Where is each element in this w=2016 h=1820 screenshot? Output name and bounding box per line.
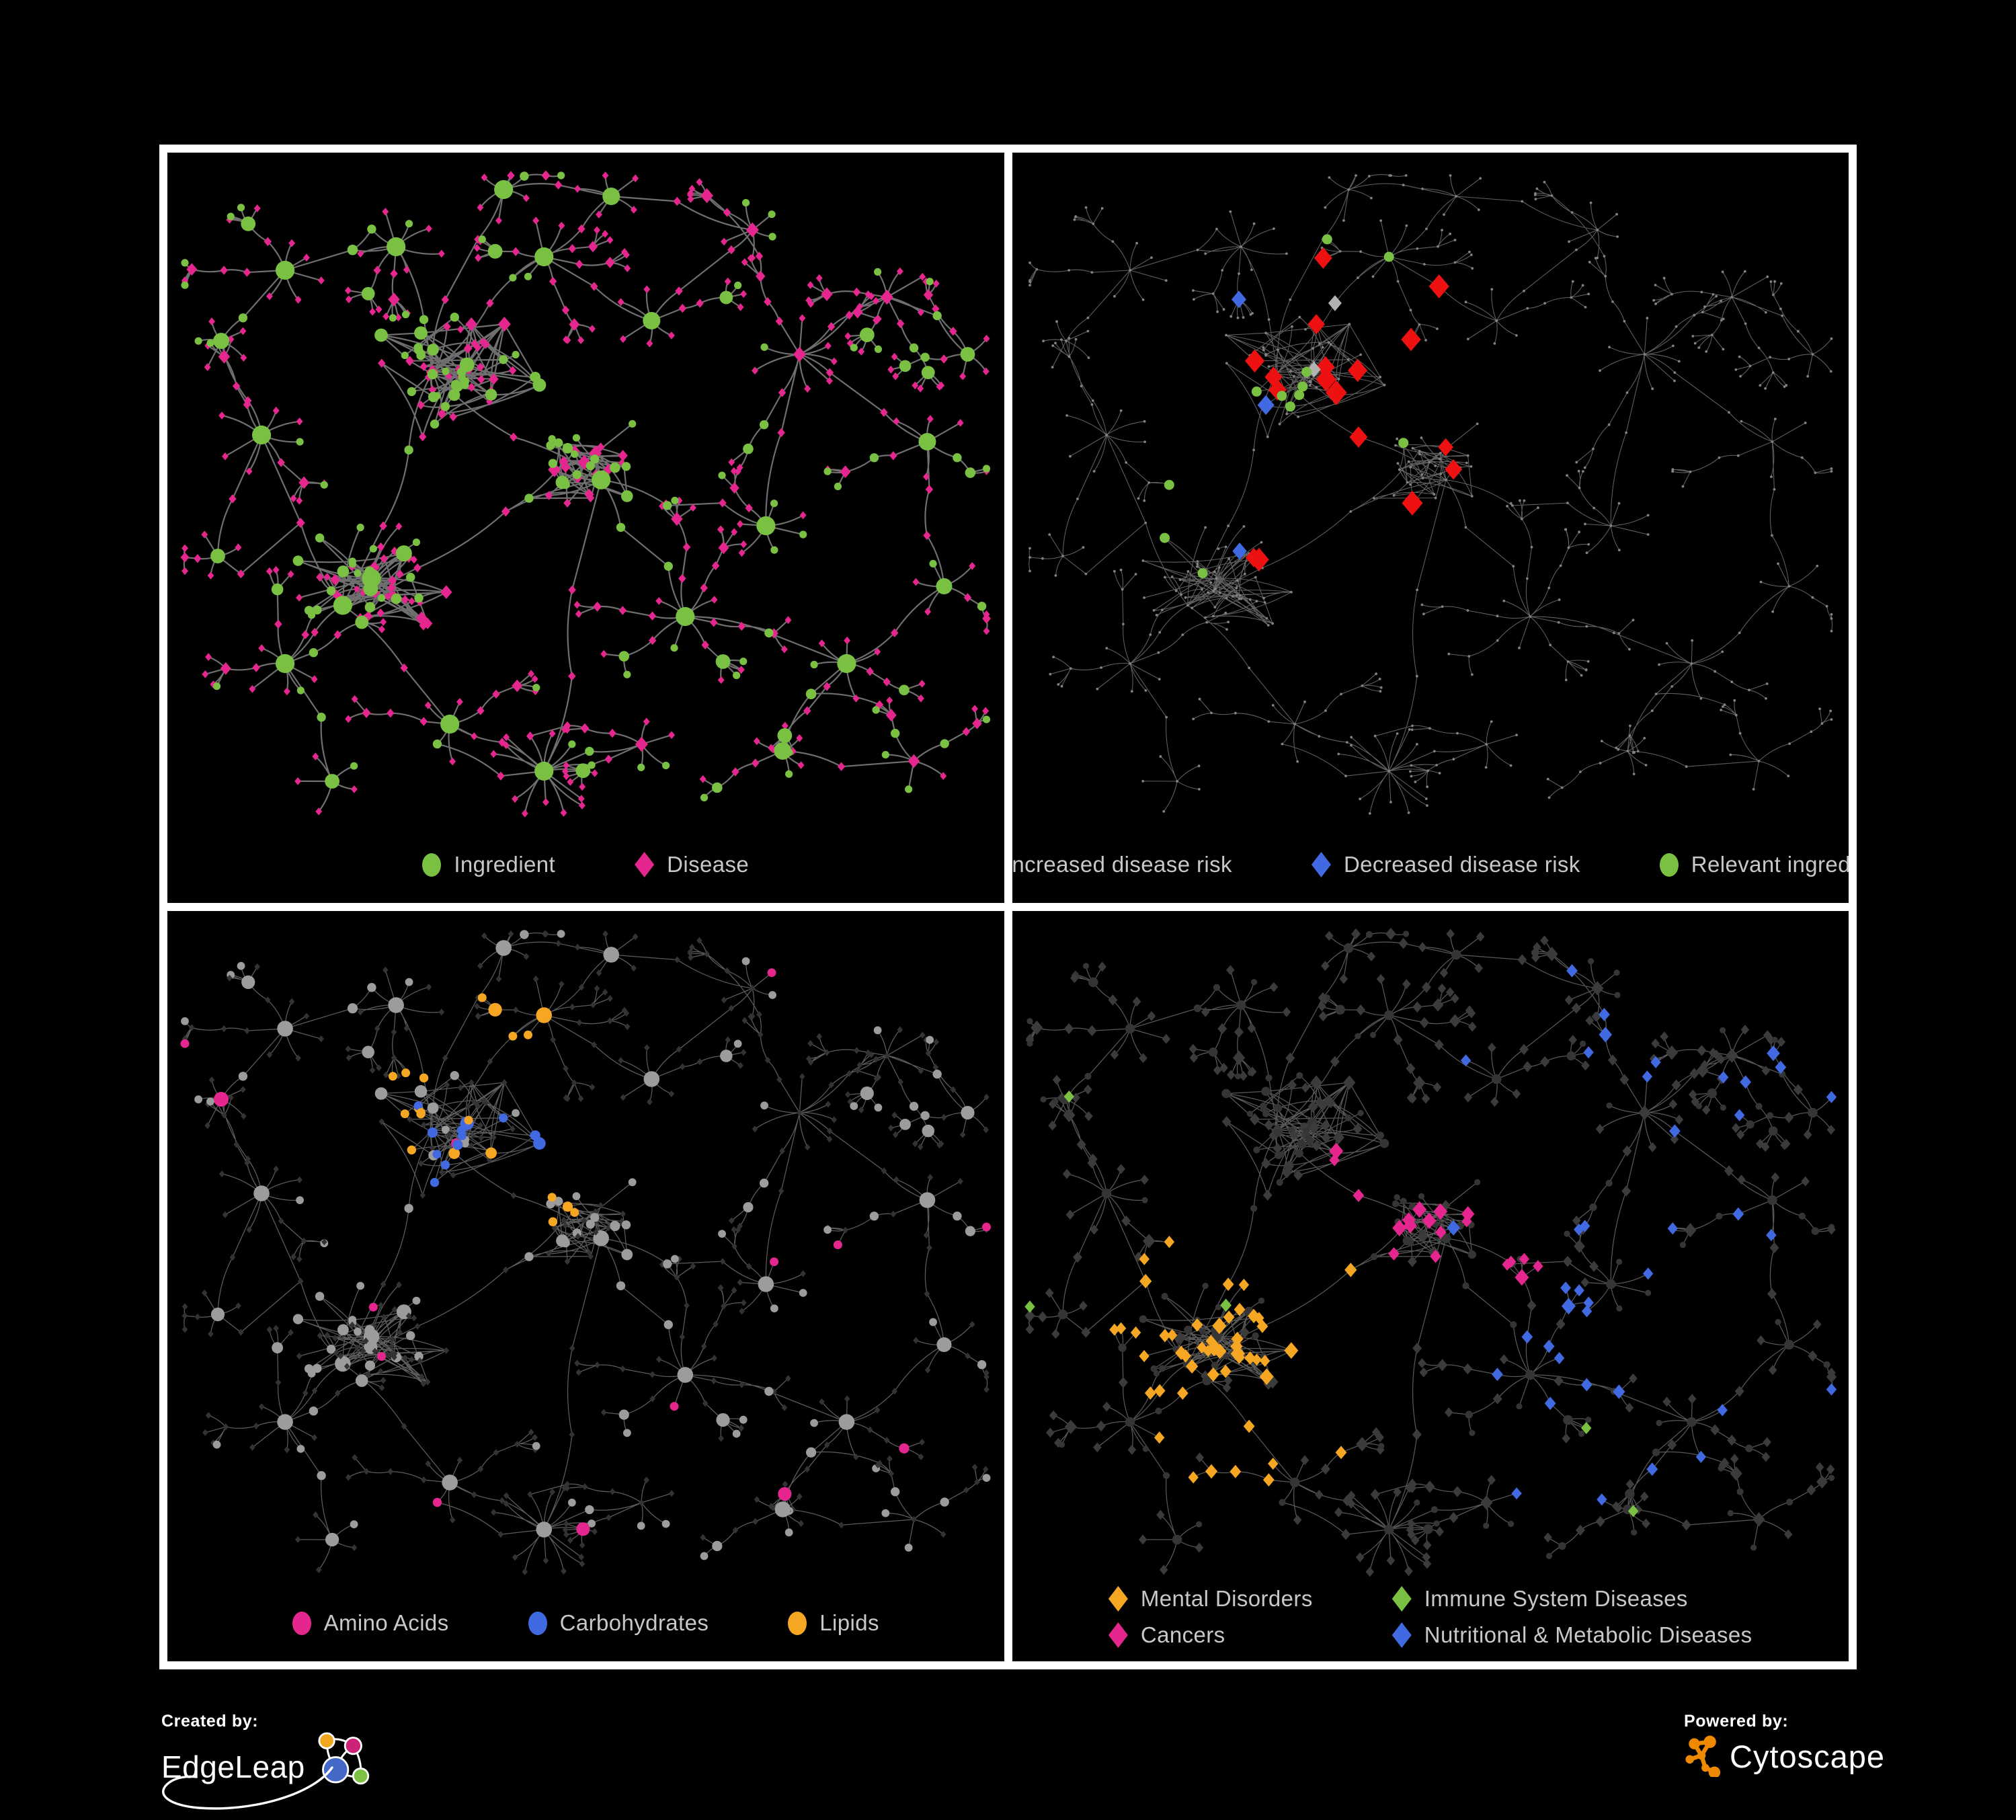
legend-item-disease: Disease — [635, 852, 749, 877]
panel-disease-risk: Increased disease risk Decreased disease … — [1012, 153, 1849, 903]
legend-label: Cancers — [1140, 1622, 1225, 1647]
legend-item-immune-system-diseases: Immune System Diseases — [1392, 1586, 1752, 1612]
panel-ingredient-disease: Ingredient Disease — [167, 153, 1004, 903]
legend-item-lipids: Lipids — [788, 1610, 879, 1636]
diamond-swatch — [1392, 1586, 1412, 1612]
legend-item-cancers: Cancers — [1108, 1622, 1313, 1648]
legend-label: Disease — [667, 852, 750, 877]
legend-disease-categories: Mental Disorders Immune System Diseases Ca… — [1012, 1586, 1849, 1648]
legend-label: Increased disease risk — [1012, 852, 1232, 877]
cytoscape-logo: Cytoscape — [1684, 1735, 1885, 1777]
diamond-swatch — [1108, 1586, 1128, 1612]
diamond-swatch — [635, 852, 655, 877]
legend-label: Decreased disease risk — [1343, 852, 1580, 877]
legend-item-decreased-disease-risk: Decreased disease risk — [1311, 852, 1580, 877]
legend-item-carbohydrates: Carbohydrates — [528, 1610, 709, 1636]
network-graphic-nutrient-classes — [167, 911, 1004, 1661]
edgeleap-network-icon — [318, 1732, 369, 1785]
legend-item-relevant-ingredient: Relevant ingredient — [1659, 852, 1849, 877]
legend-label: Amino Acids — [323, 1610, 449, 1635]
edgeleap-wordmark: EdgeLeap — [161, 1749, 305, 1784]
legend-label: Mental Disorders — [1140, 1586, 1313, 1611]
circle-swatch — [292, 1611, 311, 1635]
legend-label: Carbohydrates — [559, 1610, 709, 1635]
edgeleap-logo: EdgeLeap — [161, 1732, 383, 1810]
created-by-block: Created by: EdgeLeap — [161, 1712, 383, 1810]
powered-by-label: Powered by: — [1684, 1712, 1789, 1731]
legend-label: Ingredient — [454, 852, 556, 877]
diamond-swatch — [1392, 1622, 1412, 1648]
legend-label: Lipids — [819, 1610, 879, 1635]
legend-disease-risk: Increased disease risk Decreased disease … — [1012, 852, 1849, 877]
panel-nutrient-classes: Amino Acids Carbohydrates Lipids — [167, 911, 1004, 1661]
network-graphic-ingredient-disease — [167, 153, 1004, 903]
legend-label: Immune System Diseases — [1424, 1586, 1688, 1611]
legend-nutrient-classes: Amino Acids Carbohydrates Lipids — [167, 1610, 1004, 1636]
network-graphic-disease-categories — [1012, 911, 1849, 1661]
diamond-swatch — [1108, 1622, 1128, 1648]
created-by-label: Created by: — [161, 1712, 259, 1731]
circle-swatch — [1659, 853, 1679, 877]
panel-disease-categories: Mental Disorders Immune System Diseases Ca… — [1012, 911, 1849, 1661]
diamond-swatch — [1311, 852, 1331, 877]
network-graphic-disease-risk — [1012, 153, 1849, 903]
cytoscape-network-icon — [1685, 1735, 1721, 1777]
circle-swatch — [422, 853, 442, 877]
legend-label: Relevant ingredient — [1691, 852, 1849, 877]
legend-item-amino-acids: Amino Acids — [292, 1610, 449, 1636]
legend-label: Nutritional & Metabolic Diseases — [1424, 1622, 1752, 1647]
powered-by-block: Powered by: Cytoscape — [1684, 1712, 1885, 1777]
legend-ingredient-disease: Ingredient Disease — [167, 852, 1004, 877]
cytoscape-wordmark: Cytoscape — [1730, 1738, 1886, 1774]
legend-item-ingredient: Ingredient — [422, 852, 555, 877]
circle-swatch — [788, 1611, 807, 1635]
figure-grid: Ingredient Disease Increased disease risk… — [159, 145, 1857, 1669]
legend-item-mental-disorders: Mental Disorders — [1108, 1586, 1313, 1612]
legend-item-increased-disease-risk: Increased disease risk — [1012, 852, 1232, 877]
circle-swatch — [528, 1611, 547, 1635]
legend-item-nutritional-metabolic-diseases: Nutritional & Metabolic Diseases — [1392, 1622, 1752, 1648]
